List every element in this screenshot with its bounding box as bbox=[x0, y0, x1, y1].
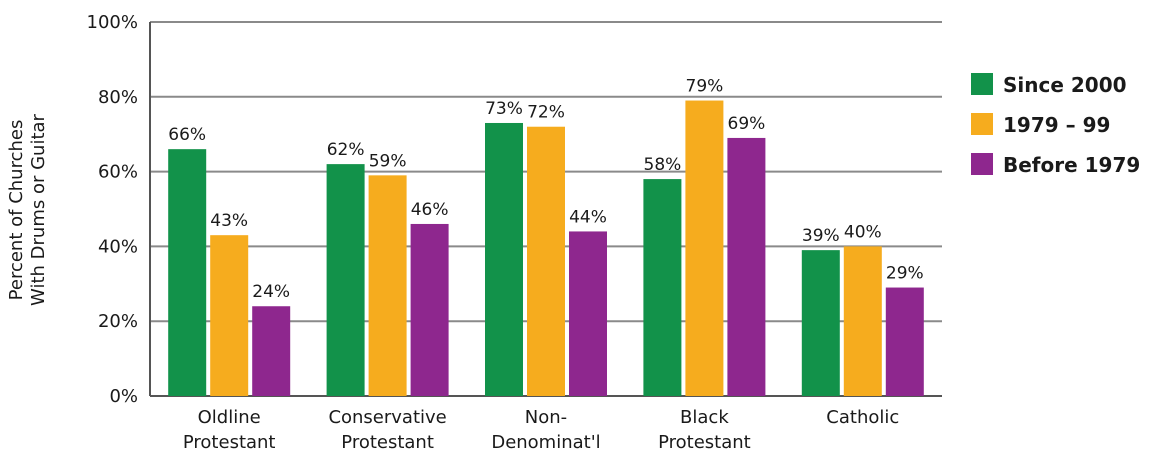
bar bbox=[252, 306, 291, 396]
bar bbox=[685, 100, 724, 396]
bar bbox=[801, 250, 840, 396]
data-label: 66% bbox=[168, 125, 206, 145]
data-label: 58% bbox=[644, 155, 682, 175]
bar bbox=[410, 223, 449, 396]
legend-label: Before 1979 bbox=[1003, 153, 1140, 177]
data-label: 72% bbox=[527, 103, 565, 123]
data-label: 46% bbox=[411, 200, 449, 220]
y-tick-label: 80% bbox=[98, 87, 138, 108]
data-label: 24% bbox=[252, 282, 290, 302]
data-label: 69% bbox=[728, 114, 766, 134]
legend-swatch bbox=[971, 113, 993, 135]
data-label: 62% bbox=[327, 140, 365, 160]
data-label: 44% bbox=[569, 207, 607, 227]
x-tick-label: Protestant bbox=[341, 432, 434, 453]
data-label: 43% bbox=[210, 211, 248, 231]
bar bbox=[527, 126, 565, 396]
legend-swatch bbox=[971, 153, 993, 175]
data-label: 29% bbox=[886, 264, 924, 284]
y-tick-label: 100% bbox=[87, 12, 138, 33]
bar bbox=[326, 164, 365, 396]
bar bbox=[485, 122, 523, 396]
legend-label: 1979 – 99 bbox=[1003, 113, 1110, 137]
bar bbox=[210, 235, 249, 396]
y-axis-label: With Drums or Guitar bbox=[28, 113, 49, 305]
y-tick-label: 20% bbox=[98, 311, 138, 332]
bar bbox=[569, 231, 607, 396]
x-tick-label: Denominat'l bbox=[491, 432, 600, 453]
bar bbox=[368, 175, 407, 396]
data-label: 40% bbox=[844, 222, 882, 242]
x-tick-label: Catholic bbox=[826, 407, 899, 428]
x-tick-label: Non- bbox=[525, 407, 567, 428]
bar bbox=[843, 246, 882, 396]
y-tick-label: 0% bbox=[109, 386, 138, 407]
bar bbox=[885, 287, 924, 396]
x-tick-label: Protestant bbox=[658, 432, 751, 453]
data-label: 73% bbox=[485, 99, 523, 119]
bar bbox=[727, 137, 766, 396]
data-label: 59% bbox=[369, 151, 407, 171]
data-label: 39% bbox=[802, 226, 840, 246]
x-tick-label: Black bbox=[680, 407, 729, 428]
data-label: 79% bbox=[686, 77, 724, 97]
y-tick-label: 40% bbox=[98, 236, 138, 257]
x-tick-label: Protestant bbox=[183, 432, 276, 453]
bar bbox=[643, 179, 682, 396]
x-tick-label: Conservative bbox=[328, 407, 446, 428]
legend-swatch bbox=[971, 73, 993, 95]
y-axis-label: Percent of Churches bbox=[6, 120, 27, 301]
y-tick-label: 60% bbox=[98, 162, 138, 183]
x-tick-label: Oldline bbox=[198, 407, 261, 428]
bar bbox=[168, 149, 207, 396]
legend-label: Since 2000 bbox=[1003, 73, 1127, 97]
